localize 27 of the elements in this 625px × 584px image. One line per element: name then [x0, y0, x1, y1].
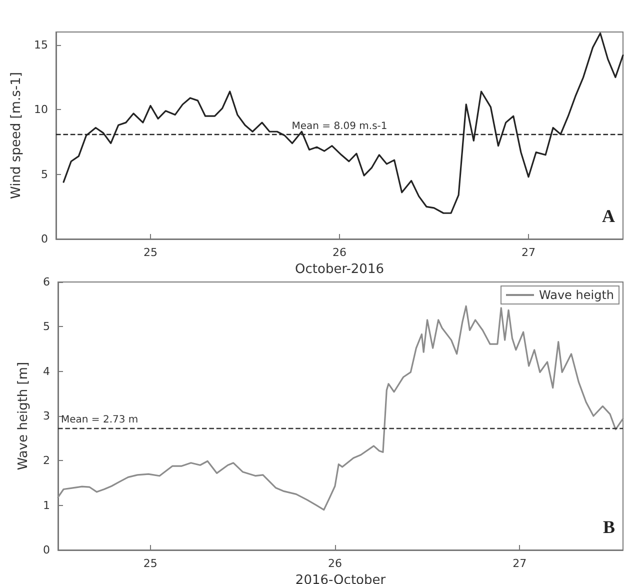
y-tick-label: 0: [41, 232, 48, 246]
legend-label: Wave heigth: [539, 288, 614, 302]
y-tick-label: 6: [43, 276, 50, 288]
x-tick-label: 27: [512, 557, 527, 570]
annotation: B: [602, 517, 616, 537]
y-tick-label: 10: [34, 103, 48, 116]
y-tick-label: 0: [43, 544, 50, 556]
x-axis-title: October-2016: [295, 262, 384, 277]
x-tick-label: 25: [143, 557, 158, 570]
y-axis-title: Wave heigth [m]: [16, 362, 31, 470]
x-tick-label: 27: [522, 246, 536, 259]
ref-line-label: Mean = 8.09 m.s-1: [292, 120, 388, 132]
y-tick-label: 4: [43, 364, 50, 378]
y-tick-label: 1: [43, 498, 50, 512]
y-tick-label: 2: [43, 454, 50, 468]
x-tick-label: 26: [332, 246, 346, 259]
x-axis-title: 2016-October: [295, 572, 386, 584]
y-tick-label: 5: [41, 168, 48, 181]
line-series: [57, 305, 624, 511]
y-tick-label: 5: [43, 320, 50, 334]
y-axis-title: Wind speed [m.s-1]: [9, 72, 24, 199]
ref-line-label: Mean = 2.73 m: [61, 414, 138, 426]
annotation: A: [602, 206, 615, 226]
y-tick-label: 15: [34, 38, 48, 52]
y-tick-label: 3: [43, 410, 50, 422]
x-tick-label: 26: [328, 557, 342, 570]
x-tick-label: 25: [144, 246, 158, 259]
